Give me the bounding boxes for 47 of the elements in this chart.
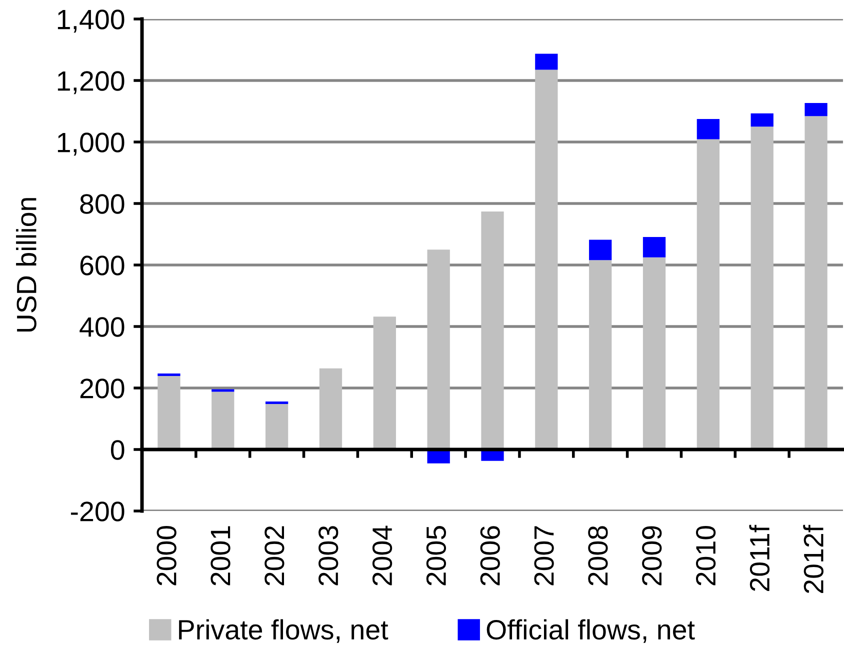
bar <box>804 102 828 116</box>
x-tick-label: 2004 <box>372 526 392 586</box>
bar <box>158 374 180 376</box>
x-tick-label: 2012f <box>803 524 824 593</box>
bar <box>427 250 450 450</box>
y-tick-label: 1,000 <box>58 132 124 156</box>
bar <box>642 257 666 450</box>
y-tick-label: 600 <box>80 256 124 276</box>
x-tick-label: 2010 <box>696 526 716 586</box>
bar <box>750 113 774 127</box>
bar <box>535 70 558 450</box>
legend-label: Official flows, net <box>486 619 695 643</box>
bar <box>535 54 558 70</box>
bar <box>589 260 612 450</box>
y-tick-label: 200 <box>80 378 124 398</box>
x-tick-label: 2001 <box>210 526 230 586</box>
y-tick-label: -200 <box>70 502 124 522</box>
x-tick-label: 2011f <box>749 524 770 591</box>
x-tick-label: 2006 <box>480 526 500 586</box>
bar <box>750 126 774 450</box>
bar <box>589 240 612 260</box>
bar <box>696 118 720 140</box>
bar <box>696 139 720 450</box>
bar <box>158 376 180 450</box>
bar <box>642 237 666 258</box>
bar <box>427 450 450 464</box>
y-tick-label: 400 <box>80 317 124 337</box>
y-tick-label: 1,400 <box>58 10 124 33</box>
bar <box>373 316 396 450</box>
bar <box>804 116 828 450</box>
y-axis-title: USD billion <box>16 198 36 332</box>
x-tick-label: 2007 <box>534 526 554 586</box>
legend-label: Private flows, net <box>179 619 388 643</box>
bar <box>212 389 234 392</box>
y-tick-label: 800 <box>80 194 124 214</box>
x-tick-label: 2003 <box>318 526 338 586</box>
y-tick-label: 0 <box>110 440 124 460</box>
x-tick-label: 2002 <box>264 526 284 586</box>
x-tick-label: 2008 <box>588 526 608 586</box>
bar <box>319 368 342 450</box>
bar <box>212 392 234 450</box>
y-tick-label: 1,200 <box>58 71 124 94</box>
bar <box>481 211 504 450</box>
bar <box>265 404 288 450</box>
x-tick-label: 2000 <box>156 526 176 586</box>
x-tick-label: 2009 <box>642 526 662 586</box>
x-tick-label: 2005 <box>426 526 446 586</box>
